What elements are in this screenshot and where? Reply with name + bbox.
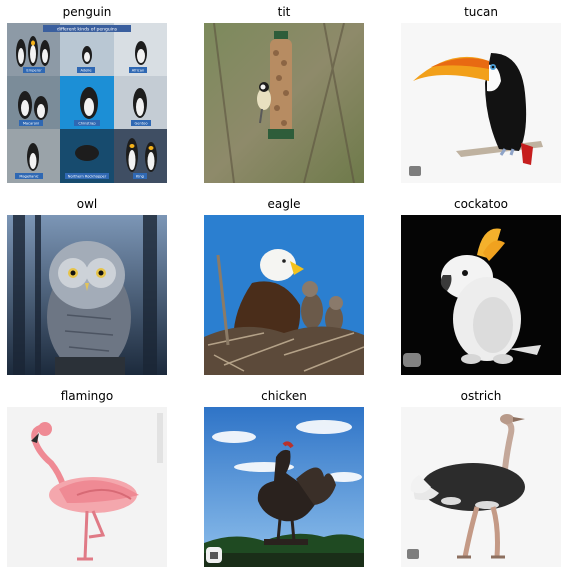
collage-label: Chinstrap (78, 122, 96, 126)
rooster-silhouette-image (204, 407, 364, 567)
collage-label: Emperor (26, 69, 42, 73)
panel-owl: owl (7, 193, 167, 375)
collage-label: Magellanic (19, 175, 38, 179)
panel-title: owl (76, 197, 98, 211)
panel-title: ostrich (460, 389, 502, 403)
panel-flamingo: flamingo (7, 385, 167, 567)
panel-chicken: chicken (204, 385, 364, 567)
panel-title: flamingo (60, 389, 114, 403)
collage-label: Gentoo (134, 122, 147, 126)
panel-tit: tit (204, 1, 364, 183)
cockatoo-plush-image (401, 215, 561, 375)
penguin-collage-image: different kinds of penguins (7, 23, 167, 183)
panel-eagle: eagle (204, 193, 364, 375)
collage-label: Macaroni (23, 122, 39, 126)
panel-title: tit (277, 5, 291, 19)
panel-title: cockatoo (453, 197, 509, 211)
panel-penguin: penguin different kinds of penguins (7, 1, 167, 183)
owl-image (7, 215, 167, 375)
collage-label: Northern Rockhopper (68, 175, 107, 179)
collage-label: King (136, 175, 144, 179)
panel-tucan: tucan (401, 1, 561, 183)
panel-ostrich: ostrich (401, 385, 561, 567)
panel-cockatoo: cockatoo (401, 193, 561, 375)
flamingo-illustration-image (7, 407, 167, 567)
collage-label: African (132, 69, 145, 73)
panel-title: penguin (62, 5, 112, 19)
panel-title: eagle (267, 197, 301, 211)
ostrich-image (401, 407, 561, 567)
panel-title: chicken (261, 389, 307, 403)
collage-header: different kinds of penguins (57, 27, 118, 33)
collage-label: Adelie (80, 69, 92, 73)
tit-on-feeder-image (204, 23, 364, 183)
toucan-image (401, 23, 561, 183)
panel-title: tucan (464, 5, 498, 19)
eagle-nest-image (204, 215, 364, 375)
